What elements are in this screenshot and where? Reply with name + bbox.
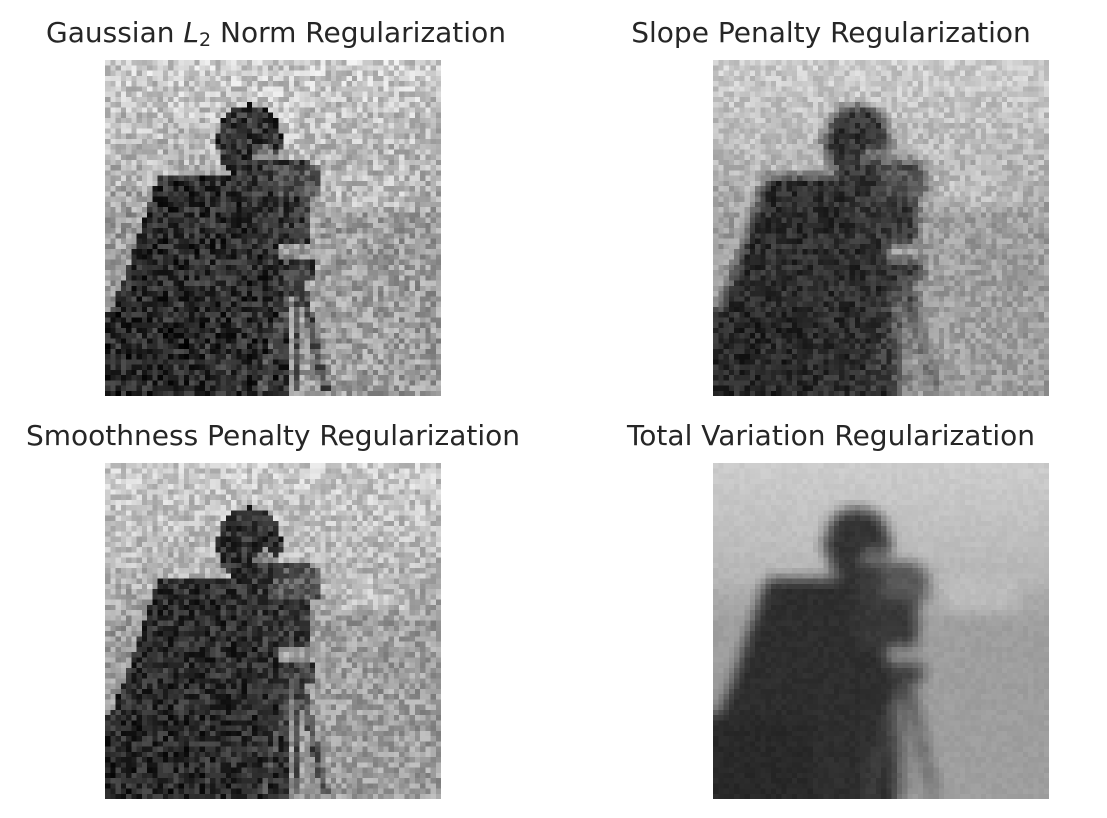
panel-title-gaussian-l2: Gaussian L2 Norm Regularization — [0, 17, 552, 56]
title-math-var: L — [183, 16, 200, 49]
reconstructed-image-slope — [713, 60, 1049, 396]
reconstructed-image-gaussian-l2 — [105, 60, 441, 396]
panel-title-slope: Slope Penalty Regularization — [631, 16, 1031, 49]
reconstructed-image-smoothness — [105, 463, 441, 799]
reconstructed-image-total-variation — [713, 463, 1049, 799]
title-text-prefix: Gaussian — [46, 16, 184, 49]
panel-title-total-variation: Total Variation Regularization — [626, 419, 1036, 452]
panel-title-smoothness: Smoothness Penalty Regularization — [26, 419, 520, 452]
title-text-suffix: Norm Regularization — [211, 16, 506, 49]
title-math-subscript: 2 — [199, 29, 212, 51]
